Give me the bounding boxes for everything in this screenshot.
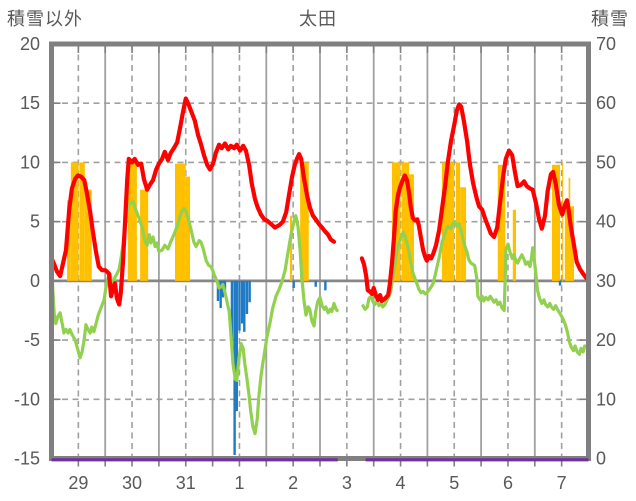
left-axis-tick-label: 20 xyxy=(20,34,40,54)
sunshine-bar xyxy=(497,164,506,281)
sunshine-bar xyxy=(70,162,79,281)
red-series-line xyxy=(49,96,337,307)
sunshine-bar xyxy=(84,189,92,281)
x-axis-day-label: 1 xyxy=(234,473,244,493)
right-axis-tick-label: 20 xyxy=(596,330,616,350)
sunshine-bar xyxy=(127,162,137,281)
right-axis-title: 積雪 xyxy=(591,9,629,29)
precip-bar xyxy=(238,280,241,331)
x-axis-day-label: 6 xyxy=(503,473,513,493)
green-series-line xyxy=(361,220,590,356)
precip-bar xyxy=(235,280,238,412)
x-axis-day-label: 31 xyxy=(176,473,196,493)
x-axis-day-label: 2 xyxy=(288,473,298,493)
left-axis-tick-label: -5 xyxy=(24,330,40,350)
precip-bar xyxy=(245,280,249,315)
right-axis-tick-label: 60 xyxy=(596,93,616,113)
x-axis-day-label: 5 xyxy=(449,473,459,493)
sunshine-bar xyxy=(67,200,71,281)
precip-bar xyxy=(292,280,295,288)
sunshine-bar xyxy=(409,174,414,281)
precip-bar xyxy=(243,280,246,332)
precip-bar xyxy=(223,280,227,292)
precip-bar xyxy=(240,280,244,324)
left-axis-tick-label: 5 xyxy=(30,212,40,232)
precip-bar xyxy=(324,280,327,291)
x-axis-day-label: 3 xyxy=(342,473,352,493)
red-series-line xyxy=(359,102,591,304)
sunshine-bar xyxy=(455,162,461,281)
precip-bar xyxy=(314,280,317,287)
sunshine-bar xyxy=(512,209,517,281)
right-axis-tick-label: 30 xyxy=(596,271,616,291)
sunshine-bar xyxy=(185,176,191,281)
right-axis-tick-label: 70 xyxy=(596,34,616,54)
right-axis-tick-label: 40 xyxy=(596,212,616,232)
sunshine-bar xyxy=(175,163,186,281)
sunshine-bar xyxy=(289,215,293,281)
sunshine-bar xyxy=(401,162,410,281)
green-series-line xyxy=(49,199,339,436)
left-axis-tick-label: -15 xyxy=(14,449,40,469)
x-axis-day-label: 29 xyxy=(68,473,88,493)
right-axis-tick-label: 0 xyxy=(596,449,606,469)
chart-title: 太田 xyxy=(299,9,337,29)
left-axis-tick-label: 15 xyxy=(20,93,40,113)
right-axis-tick-label: 10 xyxy=(596,389,616,409)
precip-bar xyxy=(219,280,222,309)
left-axis-tick-label: -10 xyxy=(14,389,40,409)
sunshine-bar xyxy=(551,164,561,281)
precip-bar xyxy=(230,280,234,348)
sunshine-bar xyxy=(300,162,309,281)
left-axis-tick-label: 10 xyxy=(20,152,40,172)
precip-bar xyxy=(248,280,251,303)
sunshine-bar xyxy=(562,162,564,281)
left-axis-title: 積雪以外 xyxy=(7,9,83,29)
precip-bar xyxy=(558,280,562,286)
precip-bar xyxy=(216,280,220,301)
left-axis-tick-label: 0 xyxy=(30,271,40,291)
x-axis-day-label: 4 xyxy=(396,473,406,493)
x-axis-day-label: 7 xyxy=(557,473,567,493)
right-axis-tick-label: 50 xyxy=(596,152,616,172)
sunshine-bar xyxy=(79,162,85,281)
x-axis-day-label: 30 xyxy=(122,473,142,493)
